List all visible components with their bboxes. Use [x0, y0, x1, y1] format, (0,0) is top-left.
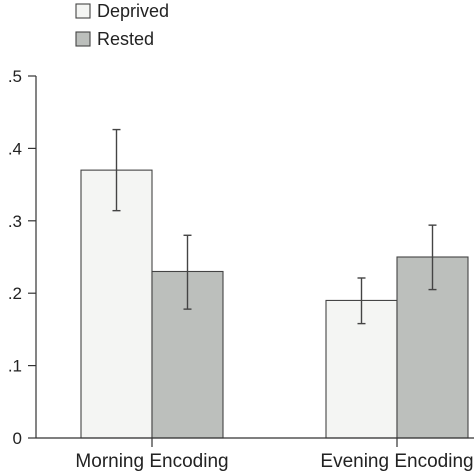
category-label: Evening Encoding: [320, 451, 473, 472]
legend-swatch-deprived: [75, 3, 91, 19]
legend-label-rested: Rested: [97, 29, 154, 49]
y-tick-label: .4: [8, 139, 22, 158]
category-label: Morning Encoding: [75, 451, 228, 472]
bars: [80, 128, 469, 439]
y-tick-label: .5: [8, 67, 22, 86]
y-tick-label: 0: [13, 429, 22, 448]
y-tick-label: .1: [8, 357, 22, 376]
y-tick-label: .2: [8, 284, 22, 303]
legend-swatch-rested: [75, 31, 91, 47]
x-axis: Morning Encoding Evening Encoding: [36, 437, 474, 472]
legend-label-deprived: Deprived: [97, 1, 169, 21]
legend: Deprived Rested: [75, 1, 169, 49]
y-tick-label: .3: [8, 212, 22, 231]
y-axis: 0 .1 .2 .3 .4 .5: [8, 67, 37, 448]
